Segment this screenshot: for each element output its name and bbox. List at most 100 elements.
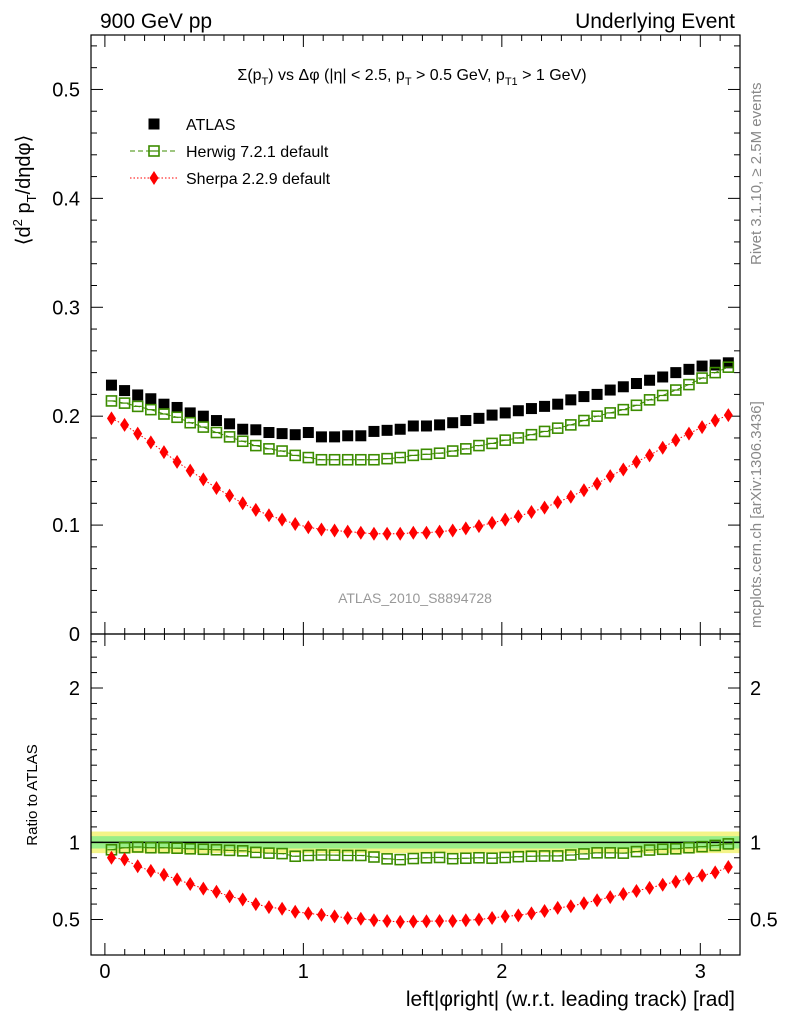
main-sherpa-point xyxy=(435,524,445,539)
main-sherpa-point xyxy=(723,408,733,423)
main-herwig-point xyxy=(263,443,275,455)
ratio-herwig-point xyxy=(381,853,393,865)
y-tick-label-right: 0.5 xyxy=(750,910,778,932)
main-sherpa-point xyxy=(697,420,707,435)
main-ylabel: ⟨d2 pT/dηdφ⟩ xyxy=(10,135,39,246)
ratio-frame xyxy=(90,633,741,956)
main-herwig-point xyxy=(578,414,590,427)
main-sherpa-point xyxy=(579,483,589,498)
y-tick-label: 2 xyxy=(69,678,80,700)
main-herwig-point xyxy=(276,445,288,457)
ratio-herwig-point xyxy=(643,844,656,856)
ratio-herwig-point xyxy=(433,851,446,864)
ratio-sherpa-point xyxy=(303,906,313,921)
ratio-sherpa-point xyxy=(566,899,576,914)
main-herwig-point xyxy=(433,447,446,460)
ratio-sherpa-point xyxy=(172,872,182,887)
ratio-sherpa-point xyxy=(592,893,602,908)
main-atlas-point xyxy=(250,424,262,436)
main-sherpa-point xyxy=(330,523,340,538)
main-atlas-point xyxy=(696,360,708,372)
legend: ATLAS Herwig 7.2.1 default Sherpa 2.2.9 de… xyxy=(130,117,331,188)
ratio-herwig-point xyxy=(184,843,196,855)
main-sherpa-point xyxy=(146,435,156,450)
main-herwig-point xyxy=(145,403,157,416)
ratio-sherpa-point xyxy=(185,877,195,892)
main-atlas-point xyxy=(105,379,117,391)
ratio-herwig-point xyxy=(420,851,433,864)
main-herwig-point xyxy=(551,422,564,434)
main-atlas-point xyxy=(171,401,183,413)
ratio-herwig-point xyxy=(302,849,315,862)
ratio-herwig-point xyxy=(197,843,210,856)
main-herwig-point xyxy=(473,439,485,452)
main-atlas-point xyxy=(644,374,656,386)
main-atlas-point xyxy=(381,424,393,436)
main-sherpa-point xyxy=(513,509,523,524)
main-atlas-point xyxy=(447,417,459,429)
main-herwig-point xyxy=(591,410,603,422)
main-atlas-point xyxy=(394,423,406,435)
main-herwig-point xyxy=(158,408,170,420)
main-herwig-point xyxy=(499,434,512,446)
main-sherpa-point xyxy=(553,495,563,510)
main-sherpa-point xyxy=(120,417,130,432)
main-herwig-point xyxy=(197,421,210,433)
ratio-herwig-point xyxy=(617,847,630,859)
ratio-herwig-point xyxy=(250,846,262,859)
y-tick-label: 0 xyxy=(69,624,80,646)
main-herwig-point xyxy=(381,452,393,465)
main-herwig-point xyxy=(643,394,656,406)
ratio-sherpa-point xyxy=(500,909,510,924)
main-herwig-point xyxy=(118,397,131,409)
ratio-herwig-point xyxy=(446,852,459,865)
main-sherpa-point xyxy=(316,522,326,537)
ratio-sherpa-point xyxy=(435,914,445,929)
ratio-sherpa-point xyxy=(474,912,484,927)
main-herwig-point xyxy=(656,389,669,402)
main-sherpa-point xyxy=(198,472,208,487)
ratio-sherpa-point xyxy=(330,909,340,924)
ratio-herwig-point xyxy=(394,853,406,866)
main-herwig-point xyxy=(315,453,328,466)
ratio-sherpa-point xyxy=(697,868,707,883)
ratio-sherpa-point xyxy=(710,865,720,880)
main-herwig-point xyxy=(446,445,459,457)
main-atlas-point xyxy=(460,415,472,427)
y-tick-label-right: 2 xyxy=(750,678,761,700)
mcplots-label: mcplots.cern.ch [arXiv:1306.3436] xyxy=(748,401,765,628)
main-herwig-point xyxy=(341,453,354,466)
main-sherpa-point xyxy=(461,521,471,536)
main-herwig-point xyxy=(131,400,144,413)
main-sherpa-point xyxy=(369,526,379,541)
ratio-herwig-point xyxy=(486,852,498,865)
ratio-herwig-point xyxy=(604,847,617,859)
main-herwig-point xyxy=(630,399,643,412)
ratio-herwig-point xyxy=(210,843,223,856)
ratio-sherpa-point xyxy=(356,911,366,926)
y-tick-label-right: 1 xyxy=(750,832,761,854)
y-tick-label: 0.5 xyxy=(52,79,80,101)
ratio-herwig-point xyxy=(670,843,682,855)
ratio-herwig-point xyxy=(368,851,380,863)
ratio-sherpa-point xyxy=(159,867,169,882)
main-herwig-point xyxy=(171,411,183,424)
main-herwig-point xyxy=(670,384,682,396)
main-sherpa-point xyxy=(448,523,458,538)
main-sherpa-point xyxy=(566,489,576,504)
main-atlas-point xyxy=(302,427,314,439)
main-sherpa-point xyxy=(421,525,431,540)
main-atlas-point xyxy=(525,403,537,415)
main-atlas-point xyxy=(420,420,432,432)
ratio-herwig-point xyxy=(276,847,288,860)
ratio-herwig-point xyxy=(709,839,721,852)
ratio-herwig-point xyxy=(578,848,590,860)
main-atlas-point xyxy=(132,389,144,401)
main-atlas-point xyxy=(329,431,341,443)
main-atlas-point xyxy=(263,427,275,439)
main-sherpa-point xyxy=(645,448,655,463)
main-sherpa-point xyxy=(356,525,366,540)
main-herwig-point xyxy=(525,428,538,441)
main-herwig-point xyxy=(538,425,551,438)
ratio-herwig-point xyxy=(460,852,472,865)
